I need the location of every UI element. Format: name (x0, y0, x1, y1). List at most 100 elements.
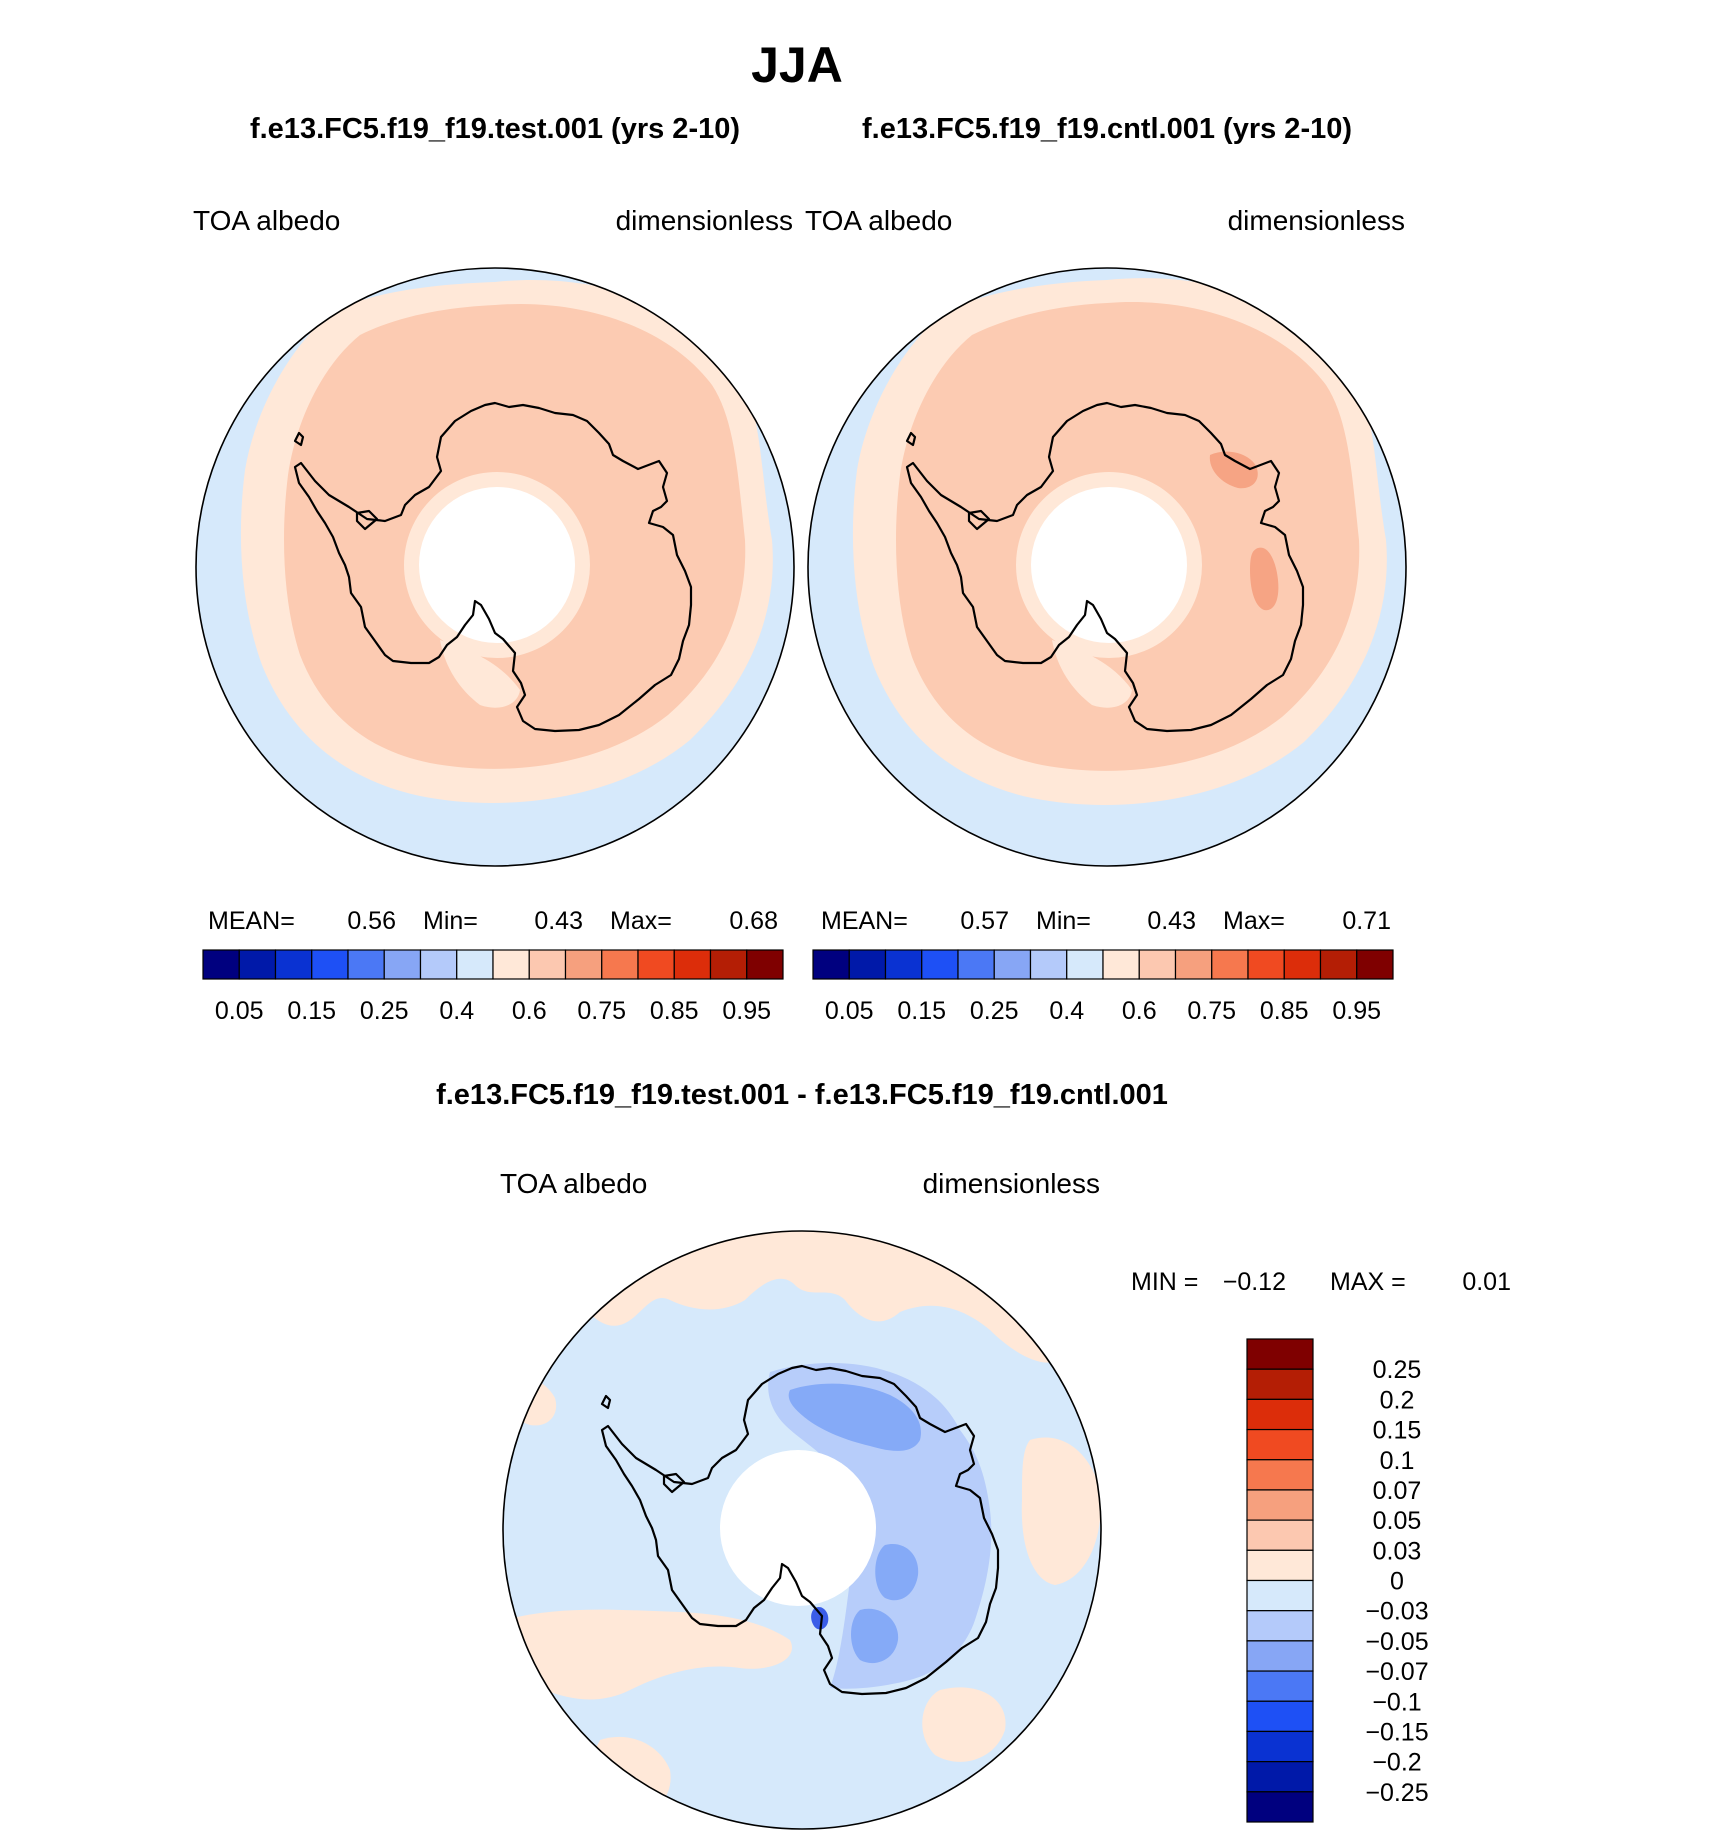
panel-cntl-mean-label: MEAN= (821, 907, 908, 935)
colorbar-diff-swatch (1246, 1700, 1314, 1733)
colorbar-diff-tick-label: −0.03 (1365, 1598, 1428, 1626)
map-diff-blue-mid-patch-1 (788, 1383, 921, 1451)
colorbar-cntl-swatch (1174, 949, 1213, 980)
colorbar-diff-tick-label: −0.15 (1365, 1718, 1428, 1746)
colorbar-diff-swatch (1246, 1549, 1314, 1582)
panel-cntl-max-label: Max= (1223, 907, 1285, 935)
colorbar-cntl-swatch (848, 949, 887, 980)
colorbar-diff-swatch (1246, 1761, 1314, 1793)
colorbar-test-swatch (564, 949, 603, 980)
map-diff-blue-dark-spot (811, 1606, 829, 1630)
colorbar-test-swatch (492, 949, 530, 980)
map-cntl-cream-tongue (1052, 640, 1132, 708)
map-diff-blue-mid-patch-3 (851, 1608, 899, 1664)
colorbar-test-swatch (419, 949, 458, 980)
panel-cntl-mean-value: 0.57 (960, 907, 1009, 935)
map-test (196, 268, 794, 866)
panel-cntl-units-label: dimensionless (1228, 205, 1405, 236)
map-diff-cream-east (1021, 1437, 1101, 1585)
colorbar-diff-tick-label: 0.03 (1373, 1537, 1422, 1565)
colorbar-cntl-swatch (921, 949, 959, 980)
colorbar-test-swatch (311, 949, 349, 980)
panel-test-max-label: Max= (610, 907, 672, 935)
colorbar-diff-tick-label: −0.2 (1372, 1749, 1421, 1777)
colorbar-test-tick-label: 0.85 (650, 997, 699, 1025)
panel-diff-min-value: −0.12 (1223, 1268, 1286, 1296)
colorbar-diff-tick-label: −0.05 (1365, 1628, 1428, 1656)
panel-diff-title: f.e13.FC5.f19_f19.test.001 - f.e13.FC5.f… (436, 1079, 1168, 1111)
colorbar-diff-swatch (1246, 1489, 1314, 1521)
map-diff-blue-light-field (768, 1362, 992, 1689)
colorbar-diff-swatch (1246, 1398, 1314, 1431)
colorbar-diff-swatch (1246, 1368, 1314, 1400)
colorbar-diff-swatch (1246, 1519, 1314, 1551)
panel-diff-max-label: MAX = (1330, 1268, 1406, 1296)
map-test-polar-hole (419, 487, 575, 643)
map-cntl-polar-hole (1031, 487, 1187, 643)
colorbar-diff-swatch (1246, 1579, 1314, 1612)
colorbar-diff-tick-label: 0.1 (1380, 1447, 1415, 1475)
panel-cntl: f.e13.FC5.f19_f19.cntl.001 (yrs 2-10) TO… (805, 113, 1407, 1025)
colorbar-diff-tick-label: 0.2 (1380, 1386, 1415, 1414)
colorbar-test-swatch (746, 949, 784, 980)
colorbar-diff-tick-label: −0.1 (1372, 1688, 1421, 1716)
panel-test-min-label: Min= (423, 907, 478, 935)
panel-diff-max-value: 0.01 (1462, 1268, 1511, 1296)
map-diff-cream-southwest (505, 1609, 792, 1700)
colorbar-diff-swatch (1246, 1730, 1314, 1763)
panel-diff-units-label: dimensionless (923, 1168, 1100, 1199)
map-diff-cream-southeast (922, 1687, 1006, 1762)
map-diff-blue-mid-patch-2 (875, 1544, 919, 1601)
colorbar-test-tick-label: 0.25 (360, 997, 409, 1025)
colorbar-diff-swatch (1246, 1640, 1314, 1672)
colorbar-cntl: 0.05 0.15 0.25 0.4 0.6 0.75 0.85 0.95 (812, 949, 1394, 1025)
panel-test-max-value: 0.68 (729, 907, 778, 935)
colorbar-diff-tick-label: 0 (1390, 1568, 1404, 1596)
colorbar-test-tick-label: 0.05 (215, 997, 264, 1025)
colorbar-test-swatch (601, 949, 639, 980)
panel-test-variable-label: TOA albedo (193, 205, 340, 236)
map-cntl-orange-patch-2 (1250, 547, 1279, 611)
panel-cntl-title: f.e13.FC5.f19_f19.cntl.001 (yrs 2-10) (862, 113, 1352, 145)
colorbar-diff-tick-label: 0.07 (1373, 1477, 1422, 1505)
colorbar-test-swatch (709, 949, 748, 980)
colorbar-cntl-swatch (1356, 949, 1394, 980)
colorbar-diff-tick-label: −0.07 (1365, 1658, 1428, 1686)
panel-test-units-label: dimensionless (616, 205, 793, 236)
colorbar-test-swatch (383, 949, 422, 980)
colorbar-diff-swatch (1246, 1428, 1314, 1461)
colorbar-test-swatch (238, 949, 277, 980)
colorbar-cntl-tick-label: 0.6 (1122, 997, 1157, 1025)
colorbar-cntl-tick-label: 0.95 (1332, 997, 1381, 1025)
colorbar-cntl-tick-label: 0.25 (970, 997, 1019, 1025)
colorbar-test-swatch (274, 949, 313, 980)
figure-title: JJA (751, 37, 843, 93)
colorbar-cntl-swatch (884, 949, 923, 980)
colorbar-cntl-swatch (1066, 949, 1104, 980)
panel-test-min-value: 0.43 (534, 907, 583, 935)
panel-cntl-max-value: 0.71 (1342, 907, 1391, 935)
colorbar-cntl-swatch (1319, 949, 1358, 980)
panel-test: f.e13.FC5.f19_f19.test.001 (yrs 2-10) TO… (193, 113, 795, 1025)
colorbar-test-tick-label: 0.4 (439, 997, 474, 1025)
colorbar-test-swatch (528, 949, 567, 980)
colorbar-test-swatch (202, 949, 240, 980)
colorbar-cntl-swatch (957, 949, 995, 980)
colorbar-cntl-tick-label: 0.15 (897, 997, 946, 1025)
colorbar-diff-tick-label: 0.25 (1373, 1356, 1422, 1384)
panel-test-mean-label: MEAN= (208, 907, 295, 935)
panel-diff-min-label: MIN = (1131, 1268, 1198, 1296)
colorbar-diff-swatch (1246, 1459, 1314, 1491)
colorbar-diff-tick-label: −0.25 (1365, 1779, 1428, 1807)
colorbar-diff-swatch (1246, 1610, 1314, 1642)
map-test-border (195, 267, 795, 867)
panel-cntl-min-value: 0.43 (1147, 907, 1196, 935)
panel-test-mean-value: 0.56 (347, 907, 396, 935)
map-cntl-border (807, 267, 1407, 867)
colorbar-cntl-tick-label: 0.85 (1260, 997, 1309, 1025)
colorbar-cntl-swatch (1247, 949, 1285, 980)
panel-diff: f.e13.FC5.f19_f19.test.001 - f.e13.FC5.f… (436, 1079, 1511, 1830)
colorbar-test-tick-label: 0.15 (287, 997, 336, 1025)
map-diff (503, 1231, 1101, 1829)
